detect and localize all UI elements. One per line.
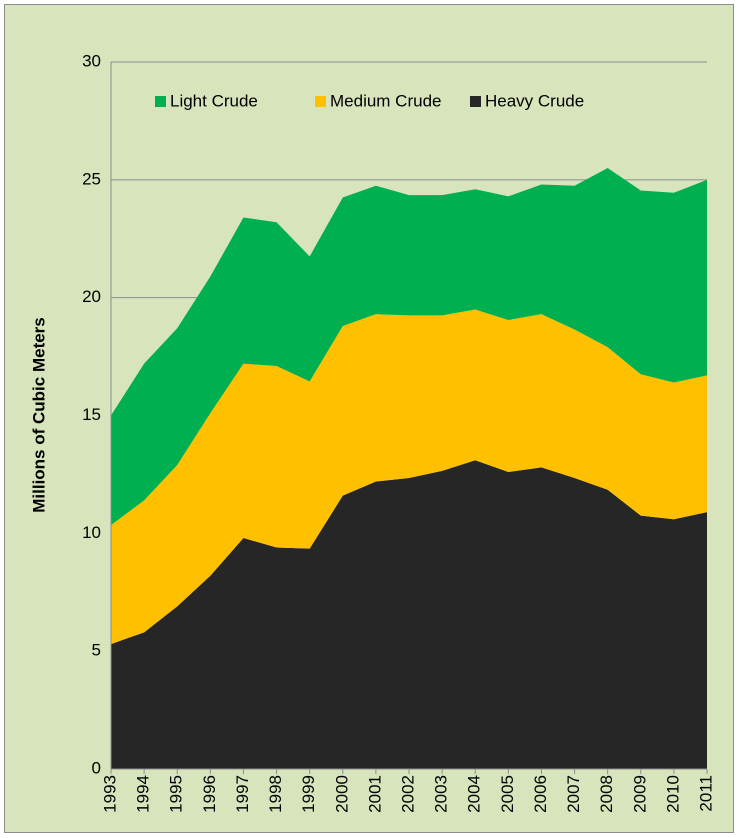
y-axis-label: Millions of Cubic Meters: [29, 317, 48, 513]
x-tick-label: 2007: [564, 775, 583, 813]
x-tick-label: 2006: [531, 775, 550, 813]
x-tick-label: 1998: [266, 775, 285, 813]
y-tick-label: 20: [82, 287, 101, 306]
x-tick-label: 1994: [134, 775, 153, 813]
legend-swatch: [155, 96, 166, 107]
legend-swatch: [470, 96, 481, 107]
legend-swatch: [315, 96, 326, 107]
x-tick-label: 1999: [299, 775, 318, 813]
area: [111, 168, 707, 526]
legend-label: Medium Crude: [330, 91, 442, 110]
legend-label: Heavy Crude: [485, 91, 584, 110]
area: [111, 460, 707, 769]
x-tick-label: 2003: [432, 775, 451, 813]
x-tick-label: 1996: [200, 775, 219, 813]
legend-label: Light Crude: [170, 91, 258, 110]
x-tick-label: 1993: [100, 775, 119, 813]
x-tick-label: 1997: [233, 775, 252, 813]
x-tick-label: 2005: [498, 775, 517, 813]
x-tick-label: 2001: [365, 775, 384, 813]
x-tick-label: 2004: [465, 775, 484, 813]
x-tick-label: 2009: [630, 775, 649, 813]
y-tick-label: 0: [92, 758, 101, 777]
area: [111, 309, 707, 645]
x-tick-label: 2010: [663, 775, 682, 813]
x-tick-label: 2008: [597, 775, 616, 813]
y-tick-label: 25: [82, 169, 101, 188]
x-tick-label: 1995: [167, 775, 186, 813]
y-tick-label: 30: [82, 51, 101, 70]
y-tick-label: 10: [82, 523, 101, 542]
y-tick-label: 15: [82, 405, 101, 424]
x-tick-label: 2002: [398, 775, 417, 813]
x-tick-label: 2011: [696, 775, 715, 812]
y-tick-label: 5: [92, 641, 101, 660]
x-tick-label: 2000: [332, 775, 351, 813]
